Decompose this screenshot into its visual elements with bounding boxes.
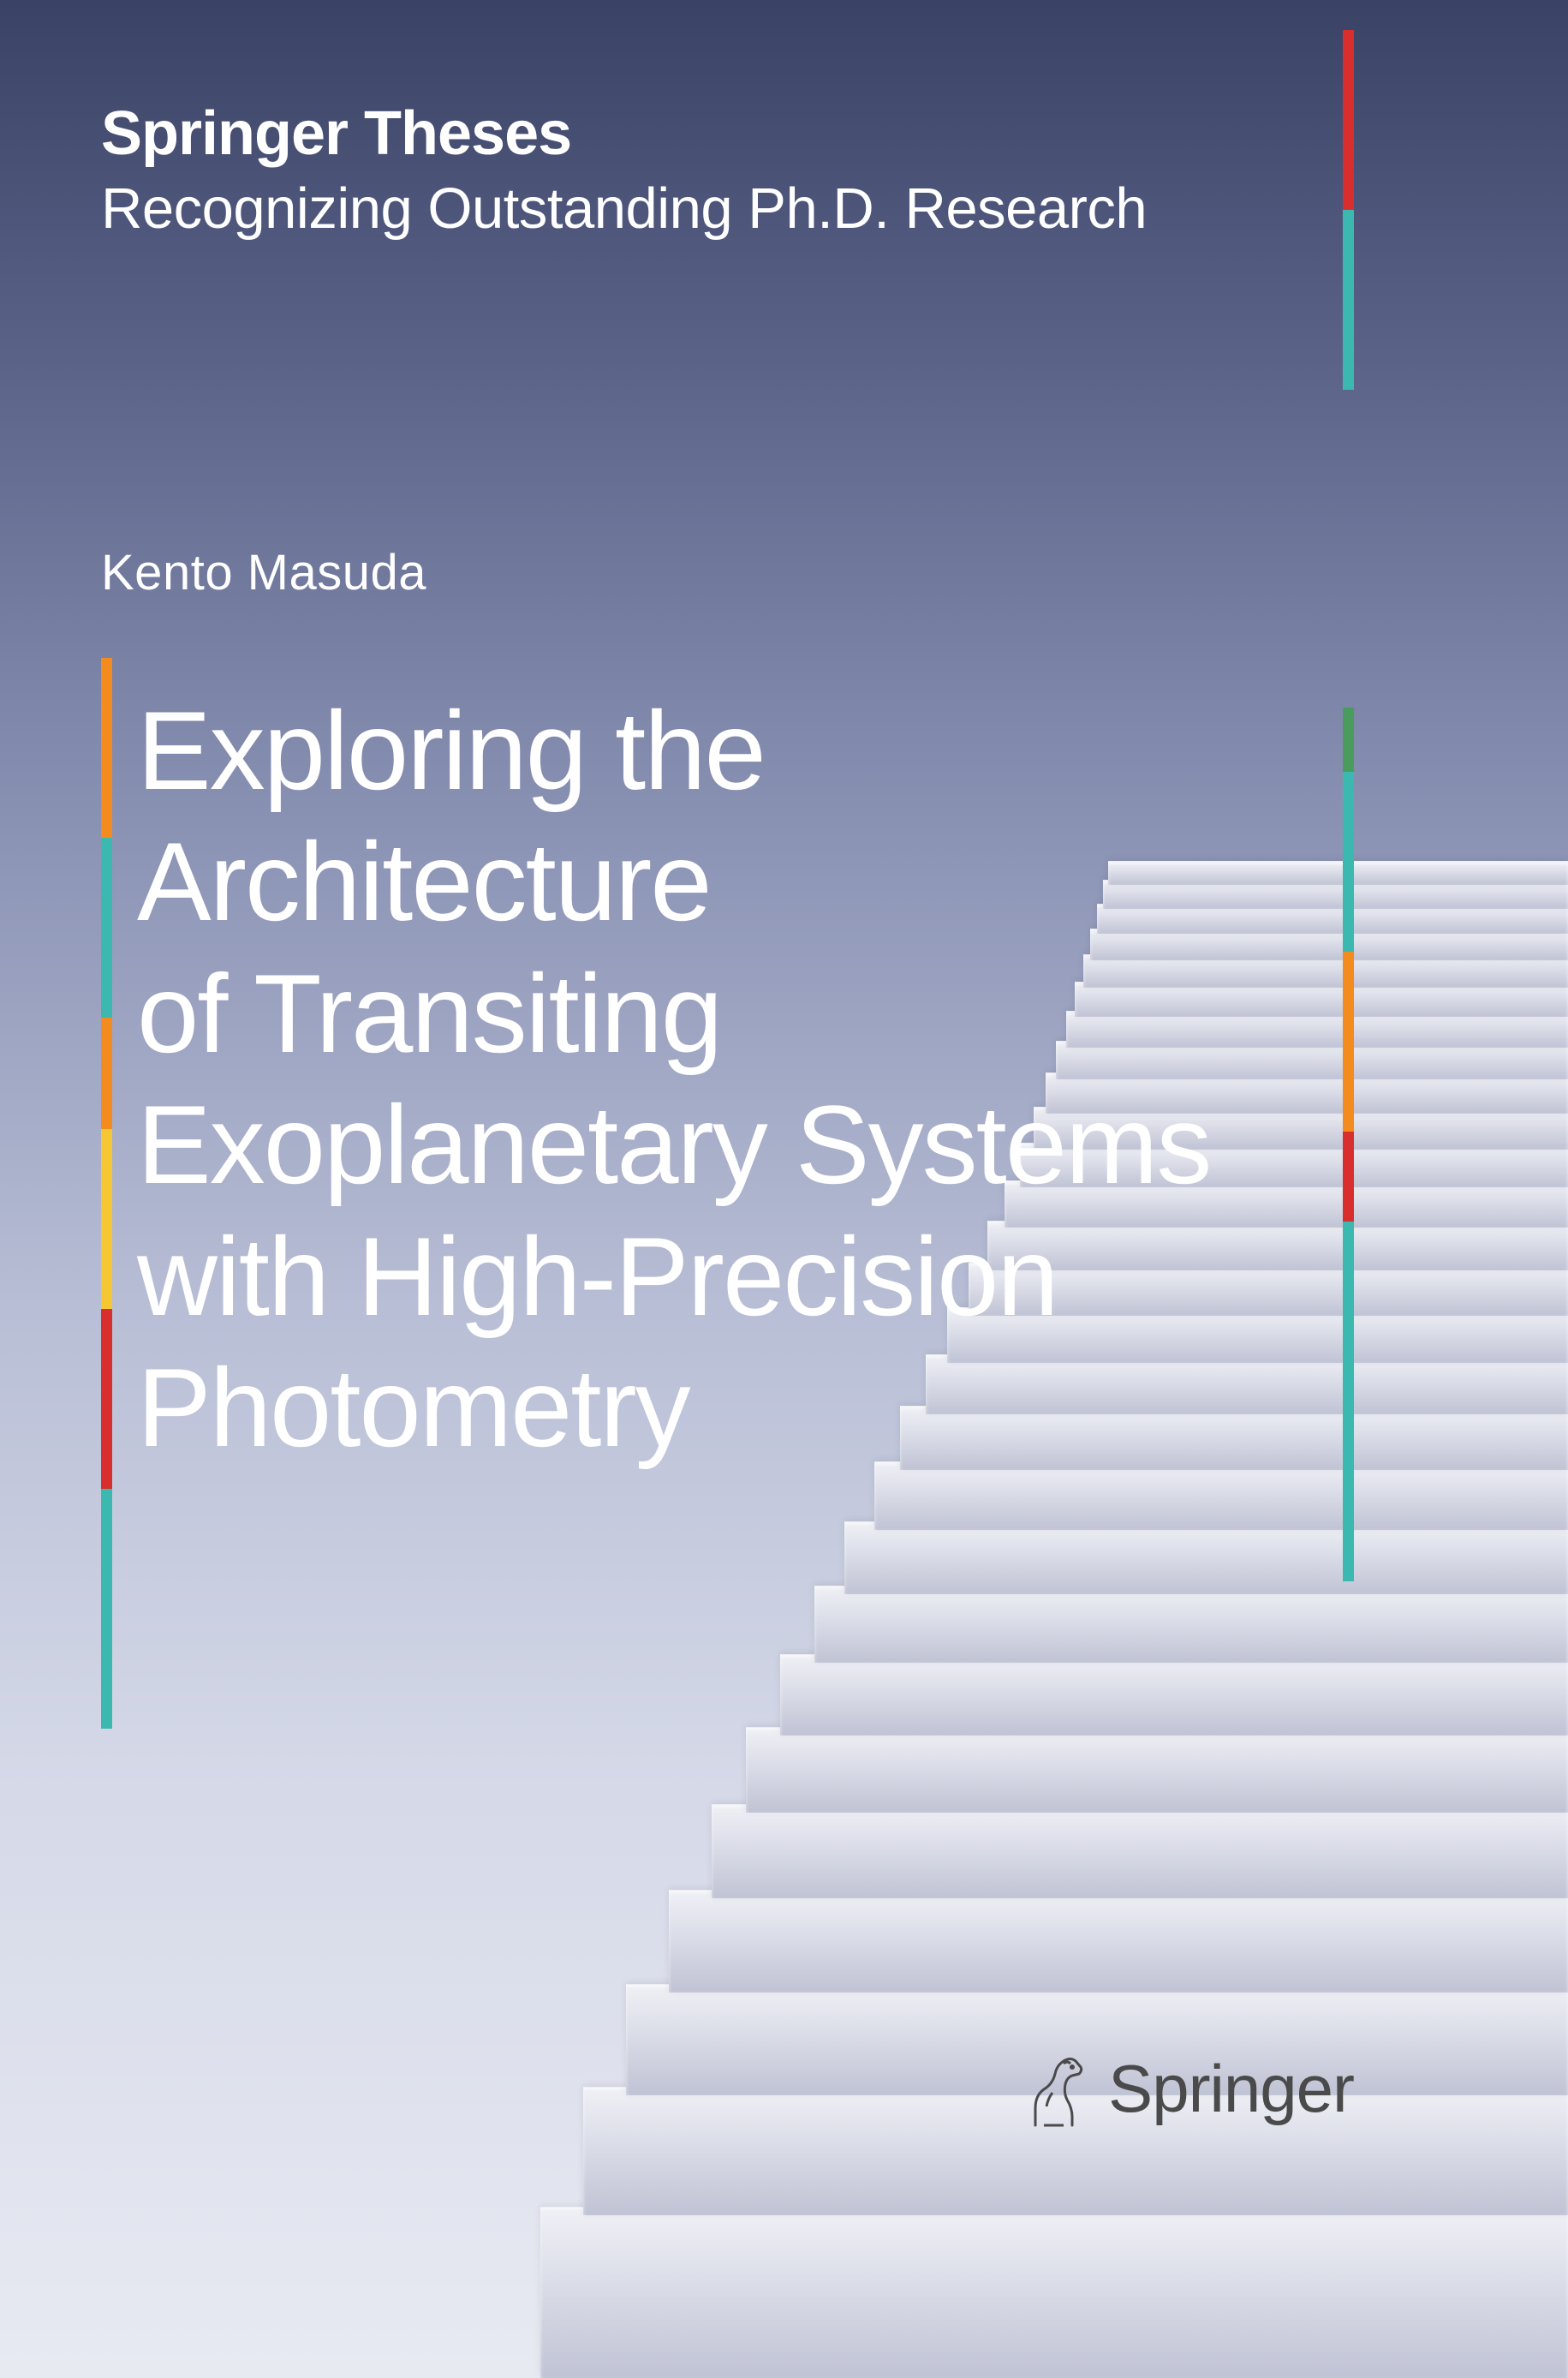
right-accent-bar-bottom <box>1343 708 1354 1581</box>
bar-segment <box>101 1309 112 1489</box>
stair-step <box>844 1521 1568 1594</box>
bar-segment <box>101 658 112 838</box>
series-subtitle: Recognizing Outstanding Ph.D. Research <box>101 176 1147 242</box>
stair-step <box>814 1586 1568 1663</box>
stair-step <box>746 1727 1568 1813</box>
bar-segment <box>1343 1132 1354 1222</box>
title-line: with High-Precision <box>137 1211 1210 1342</box>
right-accent-bar-top <box>1343 30 1354 390</box>
title-line: Exploring the <box>137 685 1210 816</box>
bar-segment <box>101 838 112 1018</box>
bar-segment <box>1343 708 1354 772</box>
springer-horse-icon <box>1022 2048 1091 2130</box>
bar-segment <box>1343 210 1354 390</box>
publisher-logo: Springer <box>1022 2048 1354 2130</box>
stair-step <box>669 1890 1568 1993</box>
stair-step <box>712 1804 1568 1898</box>
bar-segment <box>1343 952 1354 1132</box>
bar-segment <box>1343 772 1354 952</box>
bar-segment <box>1343 30 1354 210</box>
title-line: of Transiting <box>137 948 1210 1079</box>
title-line: Exoplanetary Systems <box>137 1079 1210 1210</box>
publisher-name: Springer <box>1108 2050 1354 2128</box>
title-line: Architecture <box>137 816 1210 947</box>
left-accent-bar <box>101 658 112 1729</box>
stair-step <box>540 2207 1568 2378</box>
bar-segment <box>101 1489 112 1729</box>
author-name: Kento Masuda <box>101 544 426 601</box>
bar-segment <box>1343 1222 1354 1581</box>
bar-segment <box>101 1129 112 1309</box>
title-line: Photometry <box>137 1342 1210 1473</box>
stair-step <box>780 1654 1568 1736</box>
series-title: Springer Theses <box>101 99 571 169</box>
main-title: Exploring theArchitectureof TransitingEx… <box>137 685 1210 1473</box>
bar-segment <box>101 1018 112 1129</box>
